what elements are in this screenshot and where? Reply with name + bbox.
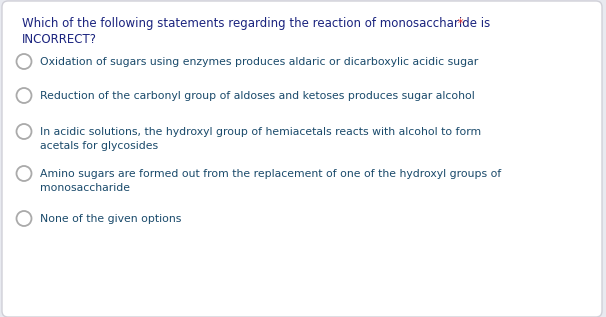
Text: In acidic solutions, the hydroxyl group of hemiacetals reacts with alcohol to fo: In acidic solutions, the hydroxyl group … bbox=[40, 127, 481, 151]
Text: Reduction of the carbonyl group of aldoses and ketoses produces sugar alcohol: Reduction of the carbonyl group of aldos… bbox=[40, 91, 474, 101]
Circle shape bbox=[16, 166, 32, 181]
Text: INCORRECT?: INCORRECT? bbox=[22, 33, 97, 46]
Circle shape bbox=[16, 54, 32, 69]
Text: Oxidation of sugars using enzymes produces aldaric or dicarboxylic acidic sugar: Oxidation of sugars using enzymes produc… bbox=[40, 57, 478, 67]
Circle shape bbox=[16, 124, 32, 139]
Text: *: * bbox=[454, 17, 464, 30]
Text: Amino sugars are formed out from the replacement of one of the hydroxyl groups o: Amino sugars are formed out from the rep… bbox=[40, 169, 501, 193]
Text: None of the given options: None of the given options bbox=[40, 214, 181, 224]
Circle shape bbox=[16, 88, 32, 103]
Circle shape bbox=[16, 211, 32, 226]
Text: Which of the following statements regarding the reaction of monosaccharide is: Which of the following statements regard… bbox=[22, 17, 490, 30]
